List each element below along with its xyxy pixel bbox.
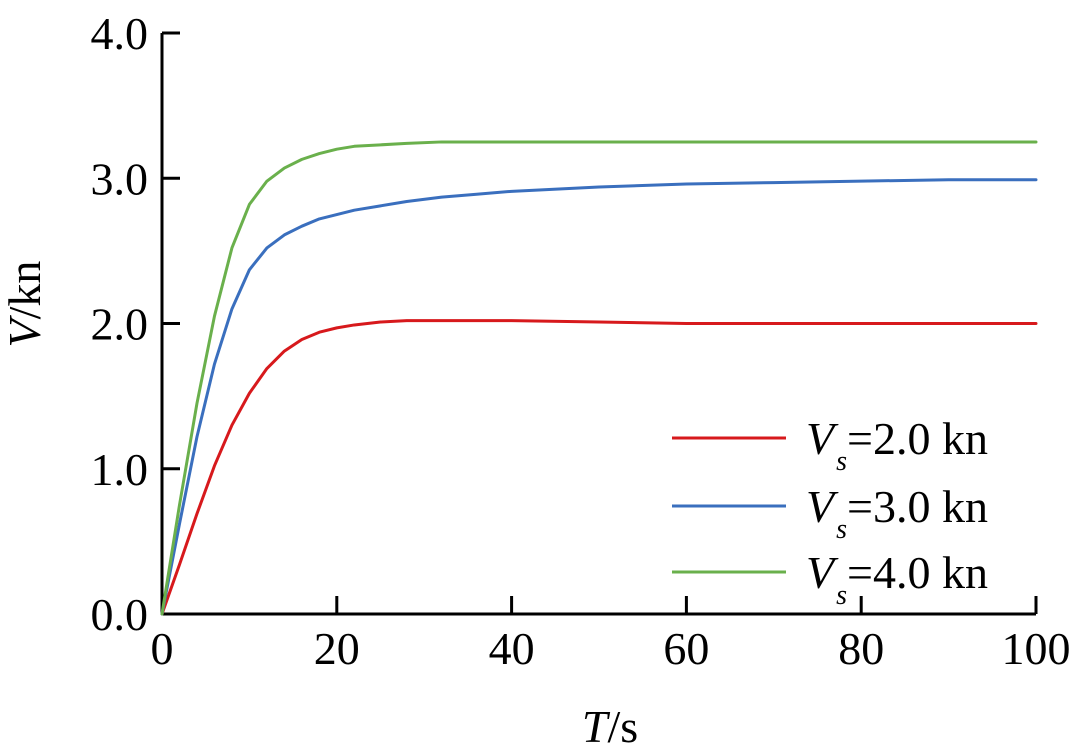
series-line-3-0-kn	[160, 178, 1038, 616]
legend-label: Vs=3.0 kn	[806, 481, 988, 545]
y-tick-label: 2.0	[91, 299, 149, 350]
x-tick-label: 0	[151, 623, 174, 674]
legend-label: Vs=2.0 kn	[806, 413, 988, 477]
series-line-4-0-kn	[160, 140, 1038, 616]
series-lines	[160, 140, 1038, 616]
y-tick-label: 0.0	[91, 589, 149, 640]
y-tick-label: 4.0	[91, 8, 149, 59]
legend-label: Vs=4.0 kn	[806, 547, 988, 611]
x-ticks: 0 20 40 60 80 100	[151, 596, 1071, 674]
y-axis-label: V/kn	[0, 261, 50, 348]
y-tick-label: 1.0	[91, 444, 149, 495]
x-tick-label: 60	[663, 623, 709, 674]
x-tick-label: 80	[838, 623, 884, 674]
series-line-2-0-kn	[160, 319, 1038, 616]
y-ticks: 0.0 1.0 2.0 3.0 4.0	[91, 8, 180, 640]
x-tick-label: 40	[489, 623, 535, 674]
x-tick-label: 100	[1002, 623, 1071, 674]
x-axis-label: T/s	[582, 701, 638, 752]
axes: 0.0 1.0 2.0 3.0 4.0 0 20 40 60 80 100	[91, 8, 1071, 674]
x-tick-label: 20	[314, 623, 360, 674]
y-tick-label: 3.0	[91, 153, 149, 204]
